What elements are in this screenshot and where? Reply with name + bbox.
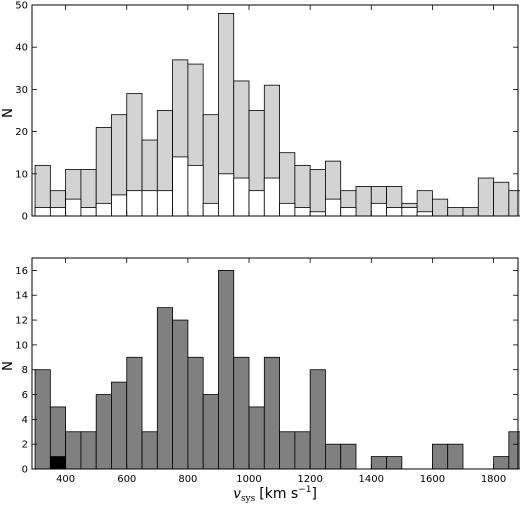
bottom-bar-total bbox=[248, 406, 265, 470]
top-bar-subset bbox=[187, 164, 204, 217]
top-bar-subset bbox=[370, 202, 387, 217]
bottom-bar-total bbox=[447, 443, 464, 470]
bottom-y-tick-label: 12 bbox=[15, 316, 28, 327]
bottom-y-tick-label: 0 bbox=[22, 465, 28, 476]
bottom-x-tick-label: 1800 bbox=[481, 474, 506, 485]
top-bar-subset bbox=[401, 207, 418, 217]
bottom-y-tick-label: 8 bbox=[22, 365, 28, 376]
top-bar-subset bbox=[416, 211, 433, 217]
bottom-bar-total bbox=[233, 356, 250, 470]
bottom-bar-total bbox=[432, 443, 449, 470]
bottom-y-tick-label: 6 bbox=[22, 390, 28, 401]
bottom-bar-total bbox=[34, 369, 51, 470]
bottom-bar-total bbox=[263, 356, 280, 470]
top-bar-subset bbox=[156, 190, 174, 217]
x-axis-label: vsys [km s−1] bbox=[233, 485, 317, 504]
bottom-bar-total bbox=[218, 270, 235, 470]
top-y-tick-label: 0 bbox=[22, 212, 28, 223]
top-bar-subset bbox=[263, 177, 280, 217]
top-bar-subset bbox=[248, 190, 265, 217]
bottom-y-tick-label: 10 bbox=[15, 340, 28, 351]
top-bar-subset bbox=[111, 194, 128, 217]
bottom-y-axis-label: N bbox=[1, 361, 16, 371]
bottom-y-ticks: 0 2 4 6 8 10 12 14 16 bbox=[15, 266, 518, 476]
bottom-bars bbox=[34, 270, 520, 470]
top-bar-total bbox=[493, 181, 510, 217]
bottom-x-tick-label: 1200 bbox=[297, 474, 322, 485]
top-y-ticks: 0 10 20 30 40 50 bbox=[15, 1, 518, 223]
bottom-bar-total bbox=[493, 456, 510, 470]
top-bar-total bbox=[95, 126, 112, 217]
bottom-x-tick-label: 1400 bbox=[359, 474, 384, 485]
top-bar-subset bbox=[279, 202, 296, 217]
bottom-y-tick-label: 16 bbox=[15, 266, 28, 277]
bottom-axes-frame bbox=[31, 257, 519, 470]
top-bar-total bbox=[355, 186, 372, 217]
top-y-axis-label: N bbox=[1, 108, 16, 118]
bottom-bar-total bbox=[80, 431, 97, 470]
bottom-y-tick-label: 2 bbox=[22, 440, 28, 451]
top-bar-subset bbox=[126, 190, 143, 217]
top-bar-total bbox=[447, 207, 464, 217]
bottom-bar-total bbox=[202, 394, 219, 470]
top-bar-total bbox=[309, 169, 326, 217]
top-bar-subset bbox=[49, 207, 67, 217]
top-bar-subset bbox=[80, 207, 97, 217]
top-bar-subset bbox=[34, 207, 51, 217]
top-axes-frame bbox=[31, 4, 519, 217]
bottom-bar-total bbox=[325, 443, 342, 470]
bottom-x-ticks: 400 600 800 1000 1200 1400 1600 1800 bbox=[56, 258, 506, 485]
bottom-histogram-panel: 0 2 4 6 8 10 12 14 16 400 600 800 1000 1200 1400 1600 1… bbox=[1, 257, 520, 504]
top-bar-subset bbox=[202, 202, 219, 217]
top-bar-total bbox=[432, 198, 449, 217]
top-y-tick-label: 30 bbox=[15, 85, 28, 96]
bottom-x-tick-label: 800 bbox=[178, 474, 197, 485]
bottom-x-tick-label: 1600 bbox=[420, 474, 445, 485]
bottom-x-tick-label: 600 bbox=[117, 474, 136, 485]
top-bar-subset bbox=[65, 198, 82, 217]
bottom-bar-total bbox=[95, 394, 112, 470]
bottom-bar-total bbox=[111, 381, 128, 470]
bottom-bar-total bbox=[309, 369, 326, 470]
top-bar-subset bbox=[141, 190, 158, 217]
bottom-bar-total bbox=[172, 319, 189, 470]
bottom-bar-total bbox=[187, 356, 204, 470]
top-bar-subset bbox=[294, 207, 311, 217]
bottom-bar-total bbox=[126, 356, 143, 470]
bottom-bar-total bbox=[370, 456, 387, 470]
top-bar-subset bbox=[386, 207, 403, 217]
top-bar-subset bbox=[218, 173, 235, 217]
bottom-bar-subset bbox=[49, 456, 67, 470]
bottom-bar-total bbox=[340, 443, 357, 470]
bottom-x-tick-label: 1000 bbox=[236, 474, 261, 485]
top-bar-total bbox=[202, 114, 219, 217]
bottom-bar-total bbox=[65, 431, 82, 470]
bottom-bar-total bbox=[386, 456, 403, 470]
top-bar-total bbox=[462, 207, 479, 217]
bottom-bar-total bbox=[141, 431, 158, 470]
bottom-y-tick-label: 4 bbox=[22, 415, 28, 426]
top-y-tick-label: 10 bbox=[15, 169, 28, 180]
bottom-y-tick-label: 14 bbox=[15, 291, 28, 302]
bottom-x-tick-label: 400 bbox=[56, 474, 75, 485]
top-y-tick-label: 50 bbox=[15, 1, 28, 12]
bottom-bar-total bbox=[294, 431, 311, 470]
top-y-tick-label: 20 bbox=[15, 127, 28, 138]
bottom-bar-total bbox=[156, 307, 174, 470]
top-bar-subset bbox=[172, 156, 189, 217]
top-y-tick-label: 40 bbox=[15, 43, 28, 54]
top-bar-subset bbox=[309, 211, 326, 217]
top-histogram-panel: 0 10 20 30 40 50 N bbox=[1, 1, 520, 223]
top-bar-total bbox=[477, 177, 494, 217]
top-bar-subset bbox=[233, 177, 250, 217]
top-bar-subset bbox=[340, 207, 357, 217]
top-bar-subset bbox=[95, 202, 112, 217]
top-x-ticks bbox=[65, 5, 494, 216]
top-bar-subset bbox=[325, 198, 342, 217]
top-bars bbox=[34, 13, 520, 217]
bottom-bar-total bbox=[279, 431, 296, 470]
